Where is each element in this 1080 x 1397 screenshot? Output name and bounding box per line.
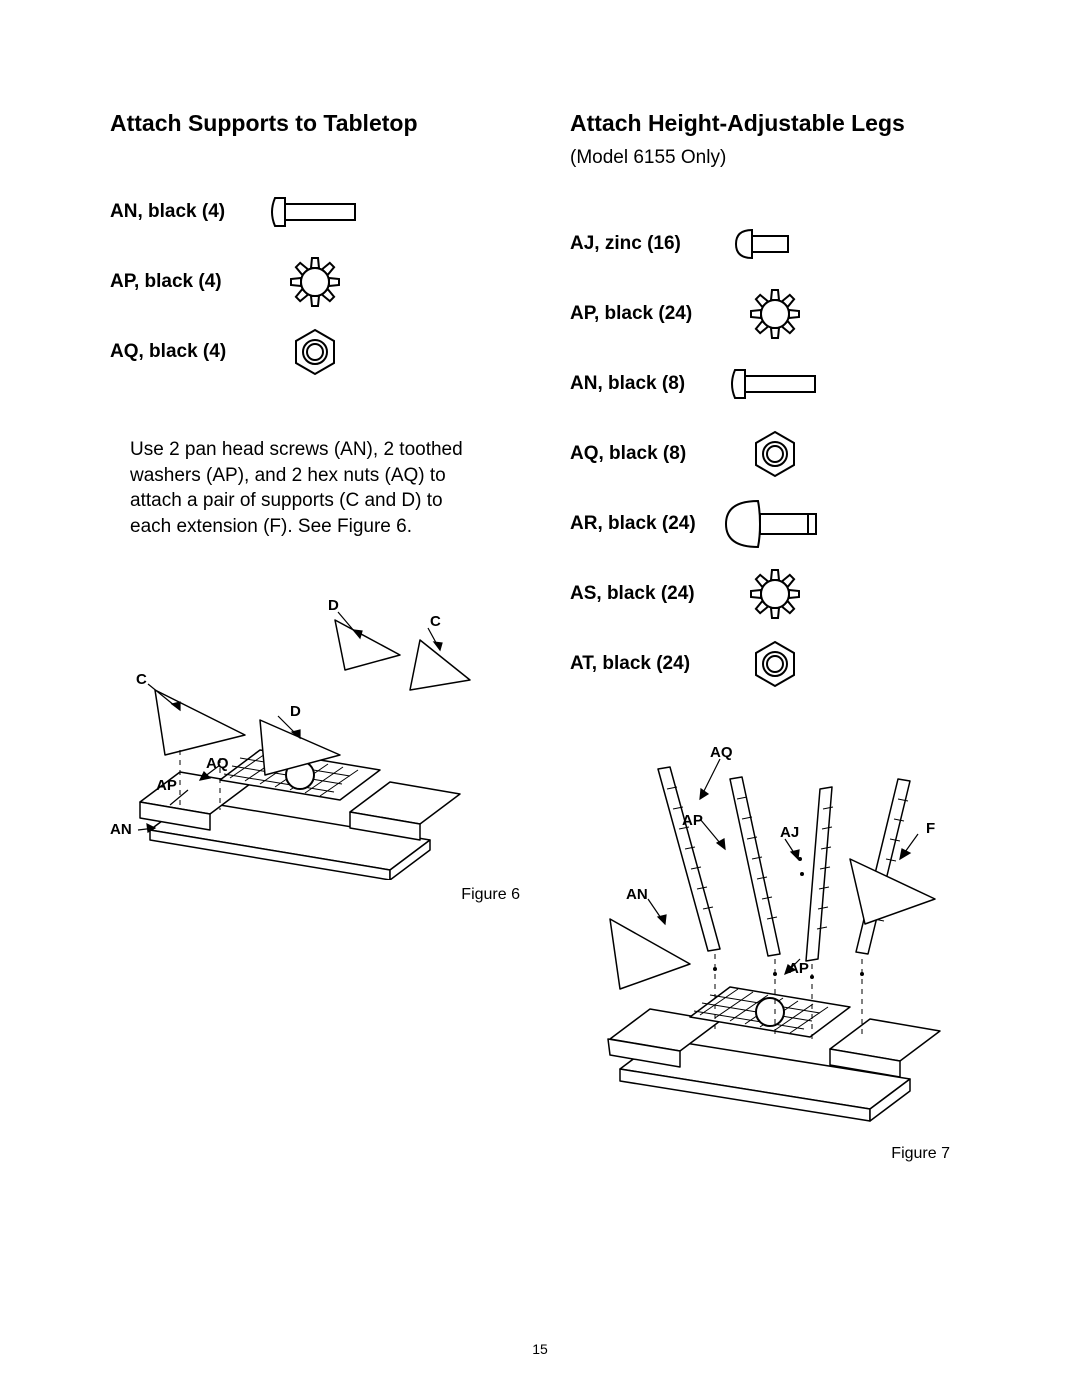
left-parts-list: AN, black (4) AP, black (4) (110, 177, 530, 387)
part-label: AR, black (24) (570, 513, 720, 535)
part-label: AP, black (24) (570, 303, 720, 325)
left-section-title: Attach Supports to Tabletop (110, 110, 530, 137)
figure-6-caption: Figure 6 (110, 886, 530, 904)
pan-screw-icon (720, 362, 830, 406)
part-label: AQ, black (8) (570, 443, 720, 465)
part-row: AT, black (24) (570, 629, 990, 699)
label-C: C (430, 613, 441, 630)
figure-7: AQ AP AJ F AN AP Figure 7 (570, 739, 990, 1163)
label-C2: C (136, 671, 147, 688)
toothed-washer-icon (720, 566, 830, 622)
hex-nut-icon (260, 327, 370, 377)
part-label: AP, black (4) (110, 271, 260, 293)
hex-nut-icon (720, 639, 830, 689)
part-label: AQ, black (4) (110, 341, 260, 363)
label-D: D (328, 597, 339, 614)
right-subtitle: (Model 6155 Only) (570, 147, 990, 169)
toothed-washer-icon (260, 254, 370, 310)
part-label: AS, black (24) (570, 583, 720, 605)
toothed-washer-icon (720, 286, 830, 342)
part-row: AQ, black (8) (570, 419, 990, 489)
figure-6-svg: D C C D AQ AP AN (110, 580, 480, 880)
label-D2: D (290, 703, 301, 720)
label-AN: AN (626, 886, 648, 903)
carriage-bolt-icon (720, 497, 830, 551)
label-AP2: AP (788, 960, 809, 977)
part-label: AJ, zinc (16) (570, 233, 720, 255)
left-column: Attach Supports to Tabletop AN, black (4… (110, 110, 530, 1163)
part-row: AP, black (4) (110, 247, 530, 317)
part-label: AN, black (8) (570, 373, 720, 395)
part-row: AS, black (24) (570, 559, 990, 629)
label-AQ: AQ (710, 744, 733, 761)
page-number: 15 (0, 1341, 1080, 1357)
pan-screw-icon (260, 190, 370, 234)
part-row: AQ, black (4) (110, 317, 530, 387)
label-AP: AP (682, 812, 703, 829)
two-column-layout: Attach Supports to Tabletop AN, black (4… (110, 110, 990, 1163)
part-row: AN, black (8) (570, 349, 990, 419)
right-column: Attach Height-Adjustable Legs (Model 615… (570, 110, 990, 1163)
part-label: AN, black (4) (110, 201, 260, 223)
figure-7-caption: Figure 7 (570, 1145, 990, 1163)
part-row: AP, black (24) (570, 279, 990, 349)
right-parts-list: AJ, zinc (16) AP, black (24) (570, 209, 990, 699)
small-bolt-icon (720, 224, 830, 264)
part-label: AT, black (24) (570, 653, 720, 675)
hex-nut-icon (720, 429, 830, 479)
part-row: AR, black (24) (570, 489, 990, 559)
part-row: AN, black (4) (110, 177, 530, 247)
label-AJ: AJ (780, 824, 799, 841)
right-section-title: Attach Height-Adjustable Legs (570, 110, 990, 137)
label-AP: AP (156, 777, 177, 794)
label-AQ: AQ (206, 755, 229, 772)
label-F: F (926, 820, 935, 837)
figure-6: D C C D AQ AP AN Figure 6 (110, 580, 530, 904)
label-AN: AN (110, 821, 132, 838)
document-page: Attach Supports to Tabletop AN, black (4… (0, 0, 1080, 1397)
left-instructions: Use 2 pan head screws (AN), 2 toothed wa… (130, 437, 470, 540)
part-row: AJ, zinc (16) (570, 209, 990, 279)
figure-7-svg: AQ AP AJ F AN AP (570, 739, 970, 1139)
